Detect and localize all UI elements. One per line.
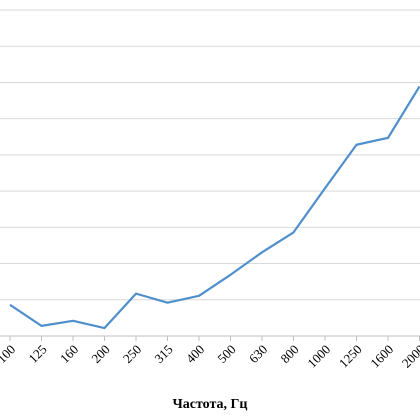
x-tick-label: 800 bbox=[277, 342, 301, 366]
x-tick-label: 1000 bbox=[304, 342, 333, 371]
x-tick-label: 125 bbox=[25, 342, 49, 366]
x-tick-label: 500 bbox=[214, 342, 238, 366]
line-series bbox=[9, 85, 420, 330]
x-tick-label: 1250 bbox=[336, 342, 365, 371]
x-tick-label: 1600 bbox=[367, 342, 396, 371]
x-tick-label: 160 bbox=[57, 342, 81, 366]
x-tick-label: 315 bbox=[151, 342, 175, 366]
x-tick-label: 2000 bbox=[399, 342, 420, 371]
x-tick-label: 200 bbox=[88, 342, 112, 366]
x-tick-label: 630 bbox=[246, 342, 270, 366]
x-tick-label: 250 bbox=[120, 342, 144, 366]
x-tick-label: 400 bbox=[183, 342, 207, 366]
x-tick-label: 100 bbox=[0, 342, 18, 366]
x-axis-title: Частота, Гц bbox=[172, 397, 247, 412]
